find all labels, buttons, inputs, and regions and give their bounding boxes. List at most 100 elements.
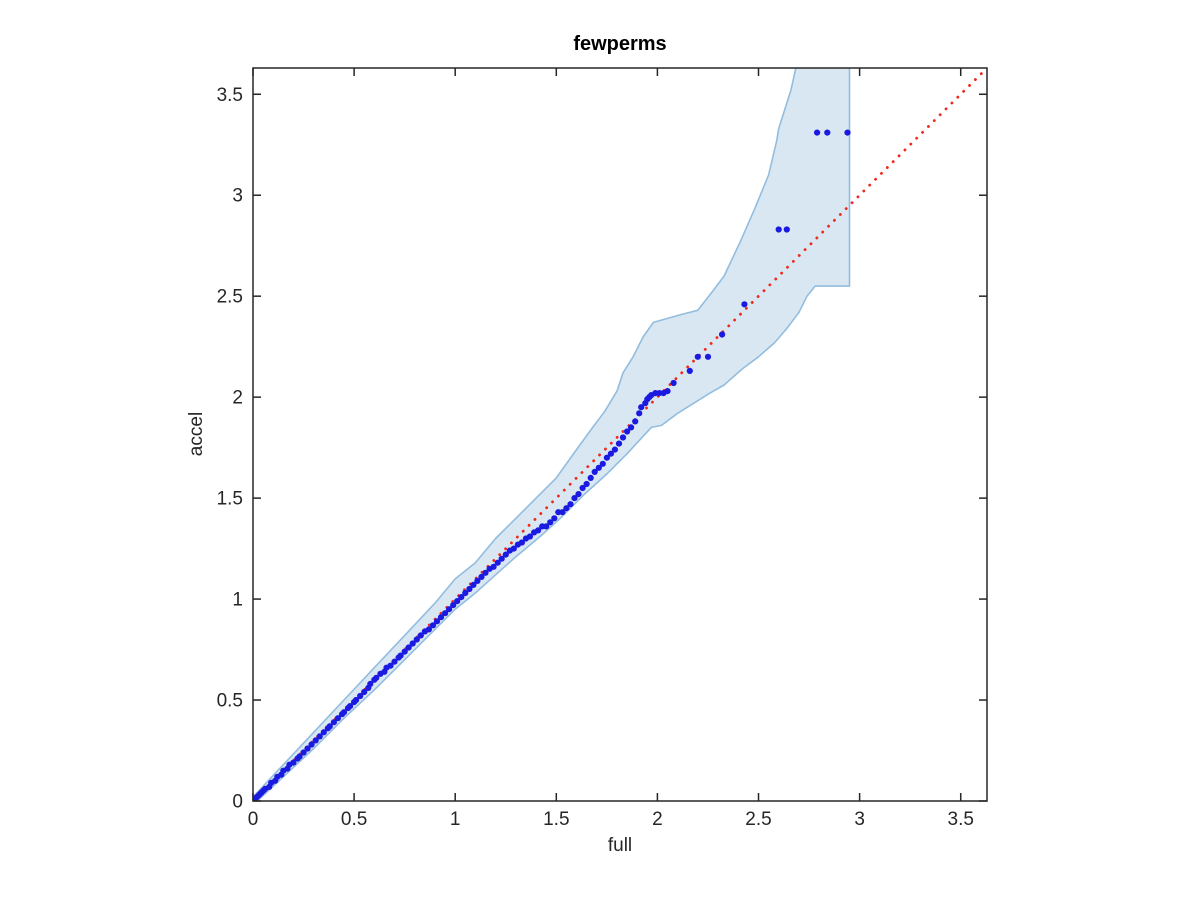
x-tick-label: 3 — [854, 809, 865, 830]
data-point — [498, 555, 505, 562]
data-point — [814, 129, 821, 136]
data-point — [502, 551, 509, 558]
data-point — [775, 226, 782, 233]
data-point — [458, 594, 465, 601]
confidence-band — [253, 68, 851, 801]
data-point — [624, 428, 631, 435]
data-point — [326, 723, 333, 730]
data-point — [401, 648, 408, 655]
data-point — [783, 226, 790, 233]
x-tick-label: 0 — [248, 809, 259, 830]
data-point — [494, 559, 501, 566]
data-point — [607, 450, 615, 457]
data-point — [462, 589, 469, 597]
data-point — [466, 585, 473, 593]
data-point — [628, 424, 635, 431]
data-point — [391, 658, 398, 665]
y-tick-label: 2 — [232, 388, 243, 409]
data-point — [719, 331, 726, 338]
data-point — [361, 688, 368, 696]
y-tick-label: 3 — [232, 186, 243, 207]
data-point — [413, 636, 420, 643]
data-point — [664, 388, 671, 395]
data-point — [417, 632, 424, 639]
data-point — [425, 626, 432, 633]
data-point — [587, 474, 594, 481]
data-point — [330, 719, 337, 726]
data-point — [595, 464, 602, 471]
data-point — [611, 446, 619, 453]
y-tick-label: 0 — [232, 792, 243, 813]
data-point — [470, 581, 477, 589]
data-point — [510, 545, 517, 552]
reference-line — [253, 68, 987, 801]
data-point — [433, 618, 441, 625]
data-point — [300, 749, 307, 756]
data-point — [670, 379, 677, 387]
data-point — [334, 715, 341, 722]
data-point — [741, 301, 748, 308]
data-point — [387, 662, 394, 669]
x-tick-label: 2 — [652, 809, 663, 830]
data-point — [559, 509, 566, 516]
data-point — [320, 729, 327, 736]
data-point — [591, 468, 598, 475]
data-point — [686, 367, 693, 374]
data-point — [824, 129, 831, 136]
data-point — [567, 501, 574, 508]
data-point — [694, 353, 701, 360]
data-point — [296, 753, 303, 760]
data-point — [571, 495, 578, 502]
scatter-points — [253, 129, 851, 801]
y-tick-label: 2.5 — [217, 287, 243, 308]
data-point — [638, 404, 645, 411]
data-point — [442, 610, 449, 617]
data-point — [474, 577, 481, 585]
data-point — [340, 709, 348, 716]
data-point — [367, 680, 374, 688]
data-point — [619, 434, 627, 441]
data-point — [547, 519, 554, 526]
x-tick-label: 1 — [450, 809, 461, 830]
data-point — [397, 652, 404, 659]
x-tick-label: 2.5 — [745, 809, 771, 830]
data-point — [518, 539, 526, 546]
data-point — [373, 674, 380, 681]
data-point — [437, 614, 445, 621]
data-point — [844, 129, 851, 136]
data-point — [636, 410, 643, 417]
data-point — [526, 533, 534, 540]
tick-labels: 0 0.5 1 1.5 2 2.5 3 3.5 0 0.5 1 1.5 2 2.5 3 3.5 — [217, 85, 974, 830]
data-point — [543, 523, 550, 530]
data-point — [450, 602, 457, 609]
y-tick-label: 0.5 — [217, 691, 243, 712]
data-point — [583, 480, 590, 488]
x-axis-label: full — [607, 835, 633, 856]
data-point — [563, 505, 570, 512]
data-point — [429, 622, 437, 629]
data-point — [579, 484, 586, 492]
data-point — [454, 598, 461, 605]
data-point — [353, 696, 360, 704]
data-point — [304, 745, 311, 752]
axis-ticks — [252, 68, 987, 802]
data-point — [632, 418, 639, 425]
data-point — [347, 703, 354, 710]
plot-title: fewperms — [573, 33, 667, 55]
data-point — [290, 759, 297, 766]
data-point — [312, 737, 319, 744]
data-point — [490, 563, 497, 570]
plot-area — [253, 68, 987, 801]
data-point — [409, 640, 416, 647]
x-tick-label: 1.5 — [543, 809, 569, 830]
data-point — [615, 440, 623, 447]
data-point — [316, 733, 323, 740]
data-point — [357, 692, 364, 700]
y-axis-label: accel — [186, 411, 207, 457]
data-point — [599, 460, 606, 467]
data-point — [308, 741, 315, 748]
y-tick-label: 1.5 — [217, 489, 243, 510]
x-tick-label: 0.5 — [341, 809, 367, 830]
